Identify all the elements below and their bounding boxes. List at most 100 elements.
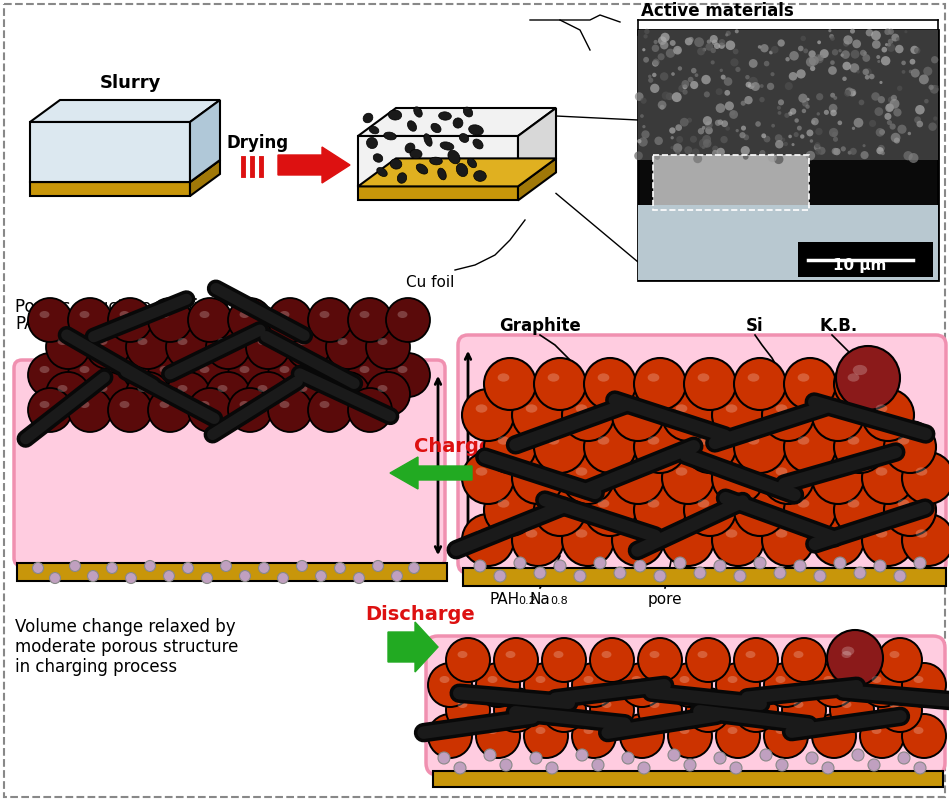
Circle shape	[562, 389, 614, 441]
Ellipse shape	[405, 143, 415, 153]
Circle shape	[848, 89, 856, 97]
Circle shape	[666, 49, 675, 58]
Text: Discharge: Discharge	[365, 605, 474, 624]
Circle shape	[876, 147, 884, 155]
Circle shape	[760, 84, 764, 88]
Bar	[638, 30, 938, 280]
Bar	[653, 155, 809, 210]
Ellipse shape	[398, 366, 407, 373]
Polygon shape	[390, 457, 472, 489]
Circle shape	[701, 74, 711, 84]
Text: Active materials: Active materials	[641, 2, 793, 20]
Circle shape	[834, 358, 886, 410]
Circle shape	[764, 714, 808, 758]
Circle shape	[712, 514, 764, 566]
Circle shape	[719, 69, 723, 72]
Circle shape	[514, 557, 526, 569]
Circle shape	[484, 358, 536, 410]
Circle shape	[296, 561, 307, 571]
Circle shape	[814, 54, 824, 63]
Circle shape	[126, 325, 170, 369]
Ellipse shape	[338, 338, 347, 345]
Circle shape	[754, 557, 766, 569]
Ellipse shape	[457, 701, 468, 708]
Circle shape	[612, 452, 664, 504]
Ellipse shape	[298, 338, 307, 345]
Circle shape	[844, 90, 851, 97]
Ellipse shape	[748, 373, 759, 381]
Circle shape	[675, 150, 680, 155]
Circle shape	[676, 124, 682, 131]
Ellipse shape	[80, 311, 89, 318]
Ellipse shape	[847, 499, 860, 508]
Circle shape	[762, 514, 814, 566]
Circle shape	[849, 148, 857, 155]
Ellipse shape	[439, 676, 450, 683]
Circle shape	[428, 663, 472, 707]
Circle shape	[764, 61, 770, 66]
Ellipse shape	[438, 112, 452, 120]
Circle shape	[811, 118, 819, 125]
Circle shape	[228, 388, 272, 432]
Circle shape	[764, 663, 808, 707]
Circle shape	[562, 452, 614, 504]
Circle shape	[764, 135, 771, 143]
Circle shape	[86, 372, 130, 416]
Circle shape	[484, 484, 536, 536]
Ellipse shape	[40, 311, 49, 318]
Circle shape	[847, 151, 851, 155]
Circle shape	[878, 96, 885, 103]
Circle shape	[725, 102, 734, 111]
Ellipse shape	[40, 401, 49, 408]
Ellipse shape	[360, 366, 369, 373]
Circle shape	[843, 62, 851, 70]
Ellipse shape	[914, 676, 923, 683]
Circle shape	[688, 37, 694, 42]
Circle shape	[688, 77, 694, 83]
Circle shape	[228, 353, 272, 397]
Ellipse shape	[842, 701, 851, 708]
Circle shape	[653, 58, 660, 66]
Circle shape	[188, 353, 232, 397]
Ellipse shape	[473, 139, 483, 149]
Circle shape	[546, 762, 558, 774]
Ellipse shape	[726, 467, 737, 476]
Circle shape	[853, 118, 864, 127]
Circle shape	[829, 128, 838, 137]
Ellipse shape	[280, 311, 289, 318]
Circle shape	[800, 135, 805, 139]
Circle shape	[348, 388, 392, 432]
Circle shape	[68, 353, 112, 397]
Circle shape	[590, 638, 634, 682]
Circle shape	[902, 452, 949, 504]
Circle shape	[777, 106, 781, 110]
Ellipse shape	[463, 107, 473, 117]
Circle shape	[831, 148, 839, 155]
Ellipse shape	[257, 385, 268, 392]
Circle shape	[348, 298, 392, 342]
Ellipse shape	[159, 401, 170, 408]
Circle shape	[743, 154, 749, 159]
Circle shape	[781, 138, 786, 142]
Circle shape	[734, 421, 786, 473]
Circle shape	[884, 29, 891, 35]
Circle shape	[348, 353, 392, 397]
Ellipse shape	[377, 167, 387, 176]
Text: 0.2: 0.2	[518, 596, 536, 606]
Ellipse shape	[474, 171, 486, 181]
Text: PAH: PAH	[490, 592, 520, 607]
Circle shape	[698, 47, 705, 55]
Circle shape	[46, 372, 90, 416]
Circle shape	[791, 143, 794, 146]
Circle shape	[828, 29, 831, 32]
Circle shape	[716, 714, 760, 758]
Circle shape	[648, 74, 652, 78]
Circle shape	[724, 90, 730, 95]
Circle shape	[326, 372, 370, 416]
Circle shape	[484, 749, 496, 761]
Ellipse shape	[373, 154, 382, 163]
Circle shape	[861, 151, 868, 159]
Circle shape	[86, 325, 130, 369]
Ellipse shape	[58, 338, 67, 345]
Ellipse shape	[98, 385, 107, 392]
